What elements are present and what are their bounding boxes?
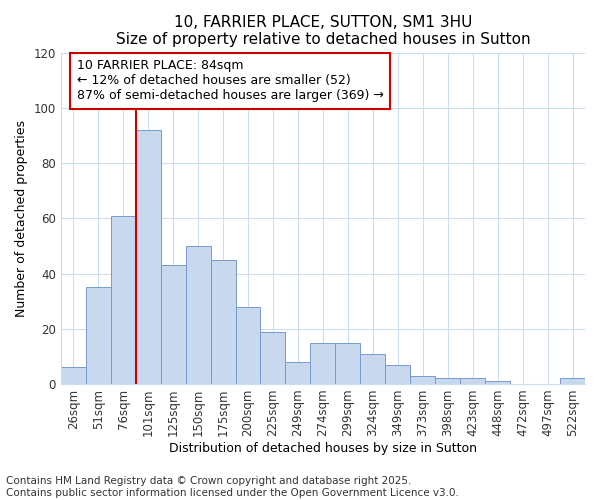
Bar [385, 364, 410, 384]
Bar [361, 354, 385, 384]
Bar [335, 342, 361, 384]
Y-axis label: Number of detached properties: Number of detached properties [15, 120, 28, 317]
Bar [560, 378, 585, 384]
Bar [236, 306, 260, 384]
Bar [435, 378, 460, 384]
Bar [286, 362, 310, 384]
Bar [86, 288, 111, 384]
Bar [161, 266, 185, 384]
Text: 10 FARRIER PLACE: 84sqm
← 12% of detached houses are smaller (52)
87% of semi-de: 10 FARRIER PLACE: 84sqm ← 12% of detache… [77, 60, 383, 102]
Bar [211, 260, 236, 384]
Title: 10, FARRIER PLACE, SUTTON, SM1 3HU
Size of property relative to detached houses : 10, FARRIER PLACE, SUTTON, SM1 3HU Size … [116, 15, 530, 48]
X-axis label: Distribution of detached houses by size in Sutton: Distribution of detached houses by size … [169, 442, 477, 455]
Bar [185, 246, 211, 384]
Bar [460, 378, 485, 384]
Bar [111, 216, 136, 384]
Text: Contains HM Land Registry data © Crown copyright and database right 2025.
Contai: Contains HM Land Registry data © Crown c… [6, 476, 459, 498]
Bar [61, 368, 86, 384]
Bar [260, 332, 286, 384]
Bar [485, 381, 510, 384]
Bar [310, 342, 335, 384]
Bar [410, 376, 435, 384]
Bar [136, 130, 161, 384]
